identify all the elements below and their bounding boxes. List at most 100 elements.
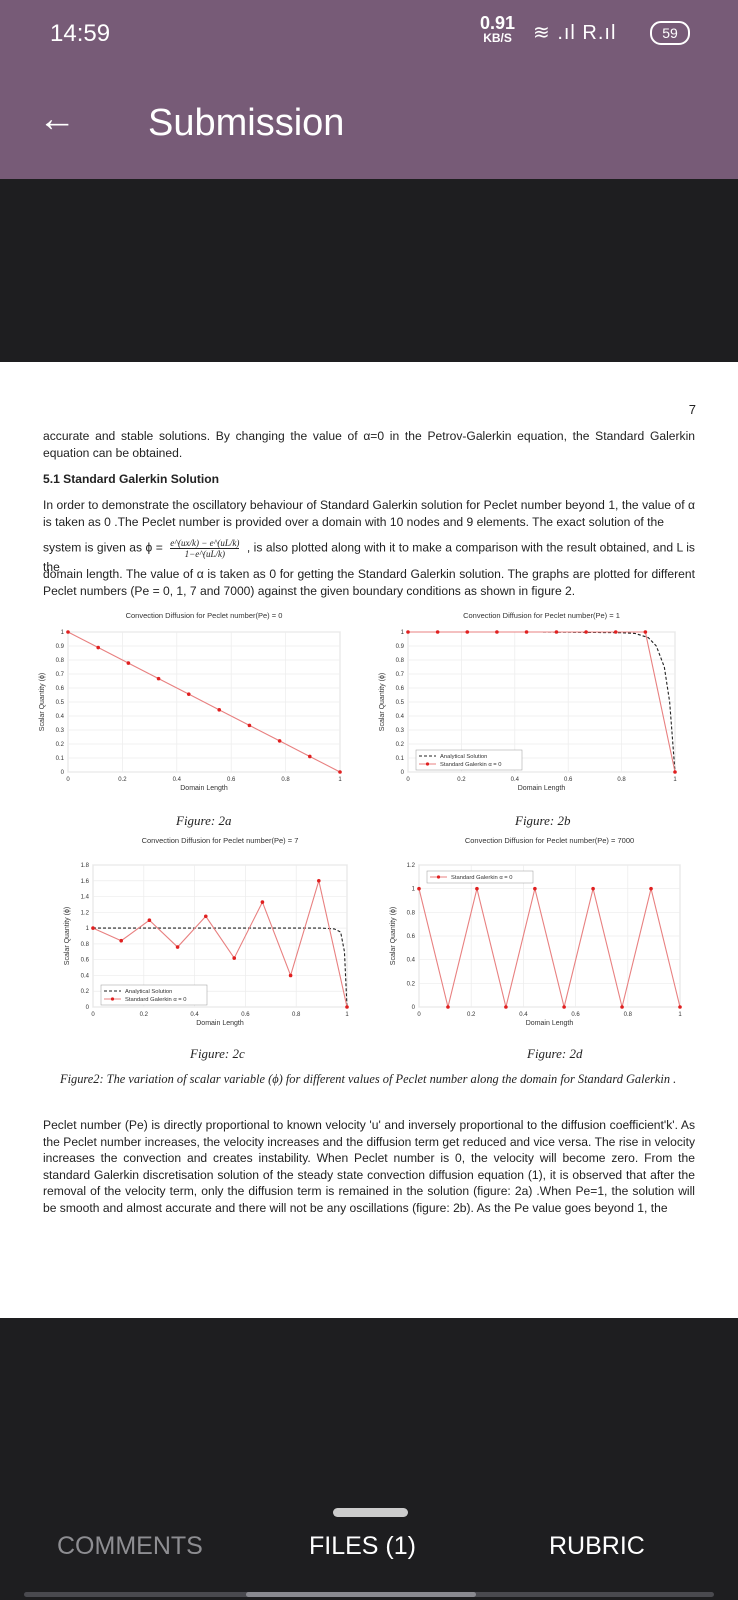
- galerkin-data-point: [317, 878, 321, 883]
- legend-label: Standard Galerkin α = 0: [125, 997, 187, 1003]
- legend-label: Analytical Solution: [125, 989, 172, 995]
- y-tick-label: 0.4: [407, 958, 416, 964]
- galerkin-data-point: [277, 739, 282, 743]
- analytical-series-line: [93, 927, 348, 1008]
- tab-comments[interactable]: COMMENTS: [57, 1532, 203, 1560]
- y-tick-label: 0.3: [396, 728, 405, 734]
- y-tick-label: 0.8: [56, 658, 65, 664]
- x-tick-label: 0.8: [624, 1012, 633, 1018]
- scrollbar[interactable]: [24, 1592, 714, 1597]
- galerkin-data-point: [156, 676, 161, 681]
- x-tick-label: 0: [406, 777, 410, 783]
- x-tick-label: 0.2: [118, 777, 127, 783]
- y-tick-label: 0.3: [56, 728, 65, 734]
- battery-icon: 59: [650, 21, 690, 45]
- legend-marker-swatch: [110, 997, 115, 1001]
- network-speed: 0.91 KB/S: [480, 13, 516, 46]
- x-axis-label: Domain Length: [196, 1020, 244, 1027]
- y-tick-label: 0.2: [56, 742, 65, 748]
- chart-title: Convection Diffusion for Peclet number(P…: [126, 611, 283, 620]
- app-bar: ← Submission: [0, 66, 738, 179]
- y-axis-label: Scalar Quantity (ϕ): [39, 673, 46, 731]
- y-tick-label: 0: [412, 1005, 416, 1011]
- paragraph-b-post: , is also plotted along with it to make …: [43, 540, 695, 574]
- fig-2b-label: Figure: 2b: [515, 813, 571, 828]
- galerkin-data-point: [591, 886, 595, 891]
- galerkin-data-point: [406, 630, 410, 634]
- y-tick-label: 0.6: [81, 958, 90, 964]
- legend-label: Standard Galerkin α = 0: [451, 875, 513, 881]
- arrow-left-icon[interactable]: ←: [38, 98, 76, 140]
- galerkin-data-point: [643, 630, 648, 634]
- signal-icon: ≋ .ıl R.ıl: [533, 22, 617, 44]
- y-tick-label: 1: [401, 630, 405, 636]
- galerkin-data-point: [613, 630, 618, 634]
- x-tick-label: 0.6: [571, 1012, 580, 1018]
- chart-0-group: 0 0.2 0.4 0.6 0.8 1 0 0.1 0.2 0.3 0.4 0.5 0.6 0.7 0.8 0…: [39, 611, 342, 792]
- y-tick-label: 0.2: [396, 742, 405, 748]
- y-tick-label: 0.7: [396, 672, 405, 678]
- chart-title: Convection Diffusion for Peclet number(P…: [465, 836, 634, 845]
- tab-rubric[interactable]: RUBRIC: [549, 1532, 645, 1560]
- galerkin-series-line: [418, 888, 681, 1008]
- galerkin-data-point: [678, 1005, 682, 1009]
- galerkin-data-point: [345, 1005, 349, 1009]
- galerkin-series-line: [92, 878, 348, 1008]
- drag-handle[interactable]: [333, 1508, 408, 1517]
- galerkin-data-point: [217, 708, 222, 712]
- x-axis-label: Domain Length: [518, 785, 566, 792]
- galerkin-data-point: [533, 886, 537, 891]
- formula-line: system is given as ϕ = e^(ux/k) − e^(uL/…: [43, 538, 695, 574]
- y-tick-label: 0.6: [407, 934, 416, 940]
- network-speed-unit: KB/S: [483, 31, 512, 45]
- formula: e^(ux/k) − e^(uL/k) 1−e^(uL/k): [170, 538, 240, 559]
- galerkin-data-point: [186, 692, 191, 696]
- y-axis-label: Scalar Quantity (ϕ): [379, 673, 386, 731]
- y-tick-label: 0.7: [56, 672, 65, 678]
- galerkin-data-point: [126, 661, 131, 665]
- x-axis-label: Domain Length: [180, 785, 228, 792]
- x-tick-label: 0.6: [227, 777, 236, 783]
- network-speed-value: 0.91: [480, 13, 516, 33]
- y-tick-label: 0.4: [396, 714, 405, 720]
- x-tick-label: 0.8: [617, 777, 626, 783]
- y-tick-label: 0.9: [396, 644, 405, 650]
- galerkin-data-point: [119, 938, 123, 943]
- y-tick-label: 0.8: [396, 658, 405, 664]
- chart-title: Convection Diffusion for Peclet number(P…: [142, 836, 299, 845]
- scrollbar-thumb[interactable]: [246, 1592, 476, 1597]
- x-tick-label: 0.4: [173, 777, 182, 783]
- x-tick-label: 1: [338, 777, 342, 783]
- intro-paragraph: accurate and stable solutions. By changi…: [43, 429, 695, 460]
- y-tick-label: 0.6: [56, 686, 65, 692]
- x-tick-label: 1: [673, 777, 677, 783]
- x-tick-label: 0.6: [241, 1012, 250, 1018]
- galerkin-data-point: [649, 886, 653, 891]
- paragraph-a: In order to demonstrate the oscillatory …: [43, 498, 695, 529]
- x-tick-label: 0.6: [564, 777, 573, 783]
- x-tick-label: 0.8: [281, 777, 290, 783]
- fig-2a-label: Figure: 2a: [176, 813, 232, 828]
- legend-label: Analytical Solution: [440, 754, 487, 760]
- galerkin-data-point: [91, 926, 95, 930]
- paragraph-b-pre: system is given as ϕ =: [43, 540, 163, 555]
- galerkin-data-point: [66, 630, 70, 634]
- bottom-tab-bar: COMMENTS FILES (1) RUBRIC: [0, 1498, 738, 1600]
- y-tick-label: 1.8: [81, 863, 90, 869]
- x-axis-label: Domain Length: [526, 1020, 574, 1027]
- paragraph-c: domain length. The value of α is taken a…: [43, 567, 695, 598]
- galerkin-data-point: [175, 945, 180, 949]
- page-number: 7: [688, 402, 696, 417]
- section-heading: 5.1 Standard Galerkin Solution: [43, 472, 220, 486]
- y-axis-label: Scalar Quantity (ϕ): [390, 907, 397, 965]
- galerkin-data-point: [495, 630, 499, 634]
- fig-2c-label: Figure: 2c: [190, 1046, 245, 1061]
- x-tick-label: 1: [678, 1012, 682, 1018]
- legend-marker-swatch: [425, 762, 430, 766]
- y-tick-label: 1: [86, 926, 90, 932]
- y-tick-label: 0: [401, 770, 405, 776]
- galerkin-data-point: [475, 886, 479, 891]
- y-tick-label: 0.5: [396, 700, 405, 706]
- clock: 14:59: [50, 20, 111, 47]
- tab-files[interactable]: FILES (1): [309, 1532, 416, 1560]
